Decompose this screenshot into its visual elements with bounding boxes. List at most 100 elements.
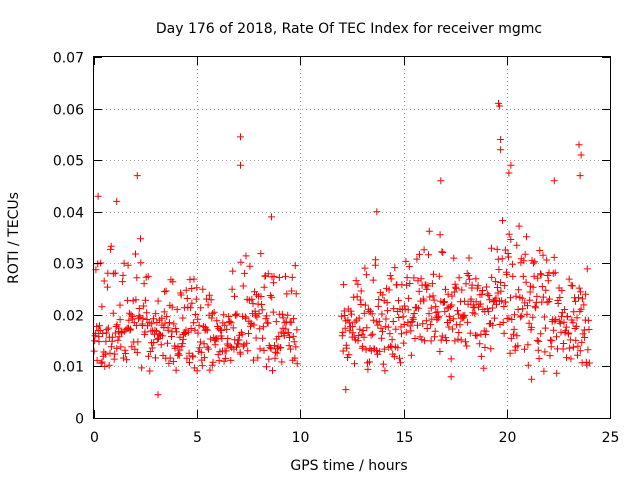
data-point xyxy=(290,315,298,323)
data-point xyxy=(140,280,148,288)
data-point xyxy=(157,341,165,349)
data-point xyxy=(341,312,349,319)
data-point xyxy=(401,302,409,310)
data-point xyxy=(339,347,347,355)
data-point xyxy=(553,333,560,341)
data-point xyxy=(197,304,205,312)
data-point xyxy=(506,349,514,357)
data-point xyxy=(158,314,166,322)
data-point xyxy=(363,324,371,332)
data-point xyxy=(515,286,523,294)
data-point xyxy=(193,367,201,375)
data-point xyxy=(127,325,135,333)
data-point xyxy=(537,330,545,338)
data-point xyxy=(580,301,588,309)
data-point xyxy=(525,319,533,327)
data-point xyxy=(463,342,471,350)
data-point xyxy=(413,255,421,263)
data-point xyxy=(425,227,433,235)
data-point xyxy=(94,192,102,200)
data-point xyxy=(400,321,408,328)
x-tick-label: 10 xyxy=(292,430,310,446)
data-point xyxy=(264,319,272,327)
data-point xyxy=(102,329,110,337)
data-point xyxy=(508,316,516,323)
data-point xyxy=(372,347,380,354)
data-point xyxy=(166,354,174,362)
data-point xyxy=(113,321,121,329)
data-point xyxy=(347,307,355,315)
data-point xyxy=(466,329,474,337)
data-point xyxy=(562,323,570,331)
data-point xyxy=(145,352,152,360)
data-point xyxy=(348,310,355,318)
data-point xyxy=(428,280,436,288)
data-point xyxy=(152,310,160,318)
data-point xyxy=(529,313,537,321)
data-point xyxy=(505,253,512,261)
data-point xyxy=(137,259,145,267)
data-point xyxy=(148,344,156,352)
data-point xyxy=(104,324,112,332)
data-point xyxy=(243,339,251,347)
data-point xyxy=(378,310,386,318)
data-point xyxy=(394,344,402,352)
data-point xyxy=(202,295,210,303)
data-point xyxy=(510,325,518,333)
data-point xyxy=(569,282,576,290)
data-point xyxy=(237,258,245,266)
data-point xyxy=(522,278,530,286)
data-point xyxy=(572,322,580,330)
data-point xyxy=(355,332,363,339)
data-point xyxy=(270,272,278,280)
data-point xyxy=(396,354,403,362)
data-point xyxy=(154,297,162,305)
data-point xyxy=(505,314,513,322)
data-point xyxy=(292,290,300,298)
data-point xyxy=(279,314,287,322)
data-point xyxy=(534,274,542,282)
data-point xyxy=(355,314,363,322)
data-point xyxy=(441,298,448,306)
data-point xyxy=(278,358,286,366)
data-point xyxy=(229,324,237,332)
data-point xyxy=(361,264,369,272)
data-point xyxy=(154,391,162,399)
data-point xyxy=(437,177,445,185)
data-point xyxy=(579,295,586,303)
data-point xyxy=(120,354,127,362)
data-point xyxy=(451,337,459,345)
data-point xyxy=(518,312,526,320)
data-point xyxy=(391,264,399,272)
data-point xyxy=(574,342,582,350)
data-point xyxy=(372,256,380,264)
data-point xyxy=(184,328,192,336)
data-point xyxy=(381,367,389,375)
data-point xyxy=(168,303,176,311)
data-point xyxy=(215,357,223,365)
data-point xyxy=(435,272,443,280)
data-point xyxy=(478,291,486,298)
data-point xyxy=(144,322,151,330)
data-point xyxy=(507,334,515,342)
data-point xyxy=(499,217,506,225)
data-point xyxy=(479,287,486,294)
data-point xyxy=(465,272,473,279)
data-point xyxy=(194,329,202,337)
y-axis-title: ROTI / TECUs xyxy=(6,192,22,284)
data-point xyxy=(284,329,292,337)
data-point xyxy=(417,275,425,283)
data-point xyxy=(389,318,397,325)
data-point xyxy=(282,325,290,333)
data-point xyxy=(457,336,465,344)
data-point xyxy=(496,102,504,110)
data-point xyxy=(172,325,180,332)
data-point xyxy=(497,279,505,286)
data-point xyxy=(420,297,428,305)
x-tick-label: 20 xyxy=(499,430,517,446)
data-point xyxy=(395,314,403,321)
data-point xyxy=(400,339,408,347)
data-point xyxy=(439,249,447,256)
data-point xyxy=(293,326,301,334)
data-point xyxy=(370,316,378,324)
